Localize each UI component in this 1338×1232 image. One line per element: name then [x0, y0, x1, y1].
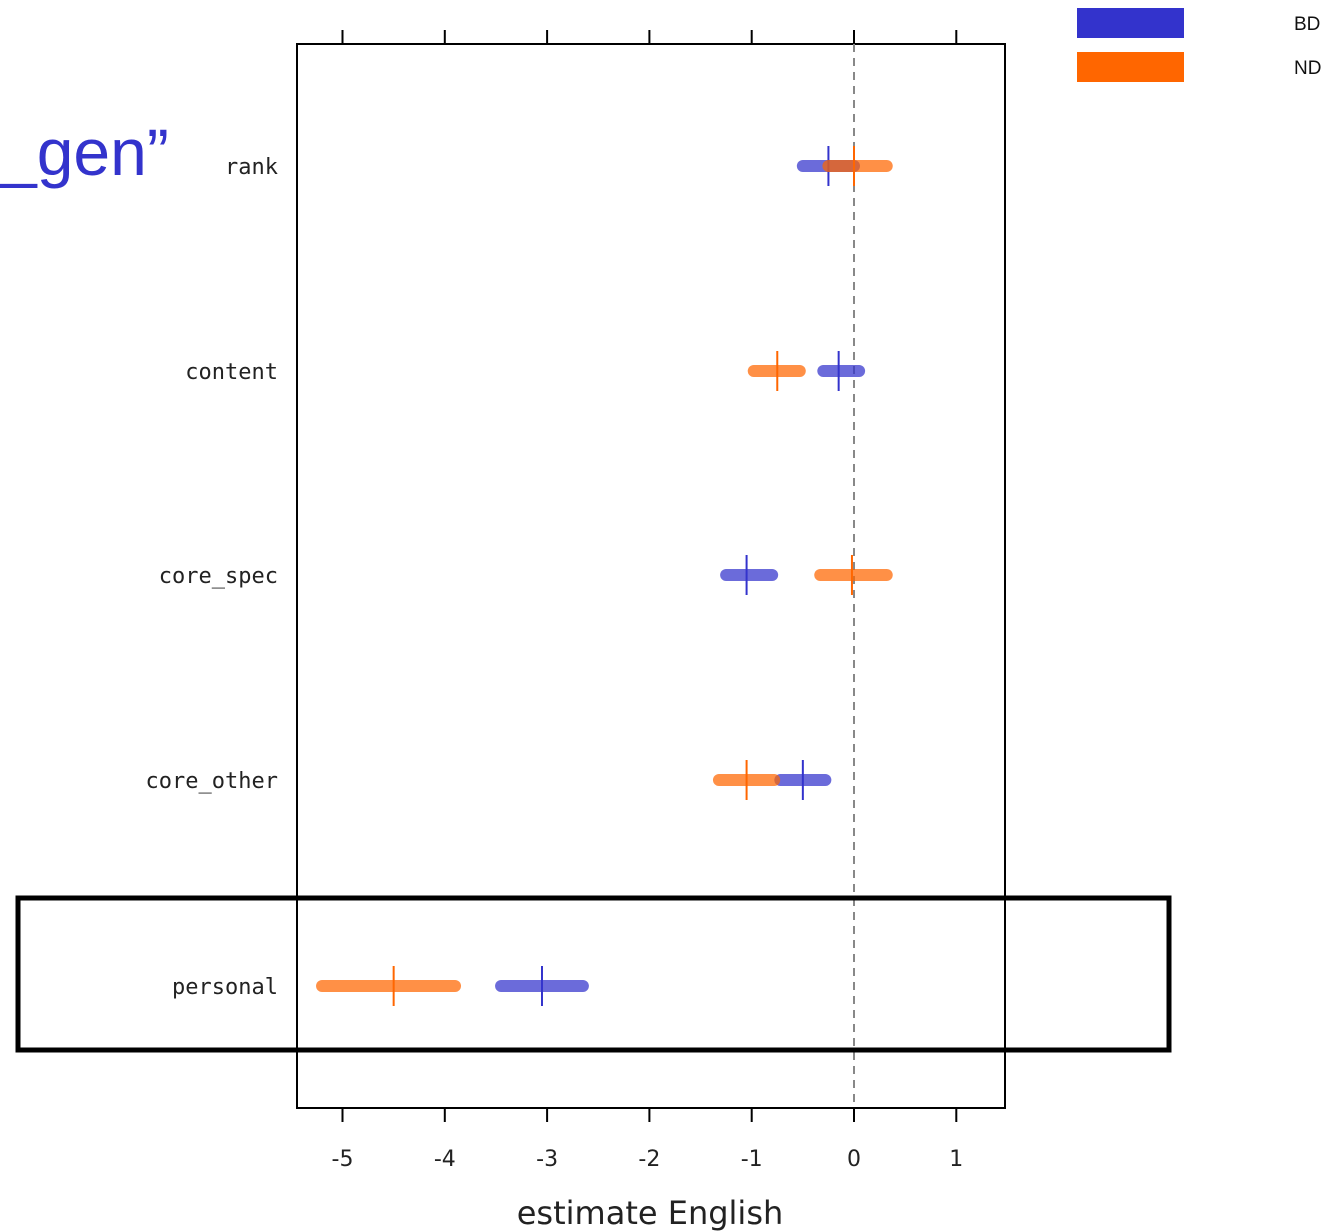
legend-label-ND: ND [1294, 58, 1321, 79]
x-tick-label: -2 [638, 1147, 660, 1172]
x-tick-label: -3 [536, 1147, 558, 1172]
slide-title: _gen” [0, 115, 169, 189]
x-tick-label: 0 [847, 1147, 861, 1172]
category-label-core_other: core_other [146, 769, 278, 794]
x-tick-label: -4 [434, 1147, 456, 1172]
mark-BD-content [817, 351, 866, 391]
interval-marks [316, 146, 893, 1006]
mark-BD-personal [495, 966, 589, 1006]
category-labels: rank content core_spec core_other personal [146, 155, 278, 1000]
bottom-axis-ticks: -5 -4 -3 -2 -1 0 1 [332, 1108, 963, 1172]
mark-ND-personal [316, 966, 462, 1006]
mark-ND-core_spec [814, 555, 893, 595]
plot-frame [296, 43, 1006, 1109]
category-label-content: content [185, 360, 278, 385]
category-label-core_spec: core_spec [159, 564, 278, 589]
x-tick-label: 1 [949, 1147, 963, 1172]
mark-BD-core_spec [720, 555, 779, 595]
mark-ND-content [747, 351, 806, 391]
category-label-rank: rank [225, 155, 278, 180]
x-tick-label: -5 [332, 1147, 354, 1172]
category-label-personal: personal [172, 975, 278, 1000]
top-axis-ticks [341, 30, 958, 44]
highlight-group [15, 895, 1172, 1053]
legend: BD ND [1077, 8, 1321, 82]
x-tick-label: -1 [741, 1147, 763, 1172]
highlight-box-personal [15, 895, 1172, 1053]
x-axis-title: estimate English [517, 1194, 784, 1232]
legend-swatch-ND [1077, 52, 1184, 82]
mark-ND-core_other [712, 760, 781, 800]
legend-swatch-BD [1077, 8, 1184, 38]
mark-BD-core_other [774, 760, 832, 800]
mark-ND-rank [822, 146, 893, 186]
legend-label-BD: BD [1294, 14, 1320, 35]
